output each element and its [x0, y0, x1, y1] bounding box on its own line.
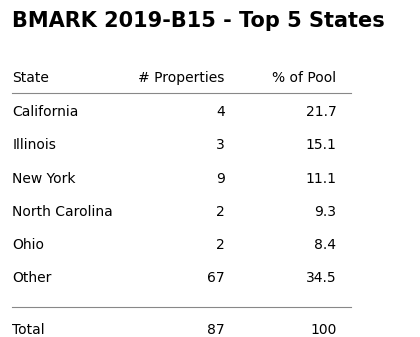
Text: 3: 3	[216, 139, 225, 152]
Text: BMARK 2019-B15 - Top 5 States: BMARK 2019-B15 - Top 5 States	[12, 11, 385, 31]
Text: 11.1: 11.1	[305, 172, 336, 185]
Text: 15.1: 15.1	[305, 139, 336, 152]
Text: 9: 9	[216, 172, 225, 185]
Text: 21.7: 21.7	[306, 105, 336, 119]
Text: Illinois: Illinois	[12, 139, 56, 152]
Text: North Carolina: North Carolina	[12, 205, 113, 219]
Text: Ohio: Ohio	[12, 238, 44, 252]
Text: 100: 100	[310, 323, 336, 337]
Text: State: State	[12, 71, 49, 85]
Text: 2: 2	[216, 205, 225, 219]
Text: 4: 4	[216, 105, 225, 119]
Text: Total: Total	[12, 323, 45, 337]
Text: New York: New York	[12, 172, 76, 185]
Text: 87: 87	[207, 323, 225, 337]
Text: 34.5: 34.5	[306, 271, 336, 285]
Text: % of Pool: % of Pool	[272, 71, 336, 85]
Text: 2: 2	[216, 238, 225, 252]
Text: 8.4: 8.4	[315, 238, 336, 252]
Text: 9.3: 9.3	[315, 205, 336, 219]
Text: California: California	[12, 105, 79, 119]
Text: 67: 67	[207, 271, 225, 285]
Text: # Properties: # Properties	[138, 71, 225, 85]
Text: Other: Other	[12, 271, 52, 285]
